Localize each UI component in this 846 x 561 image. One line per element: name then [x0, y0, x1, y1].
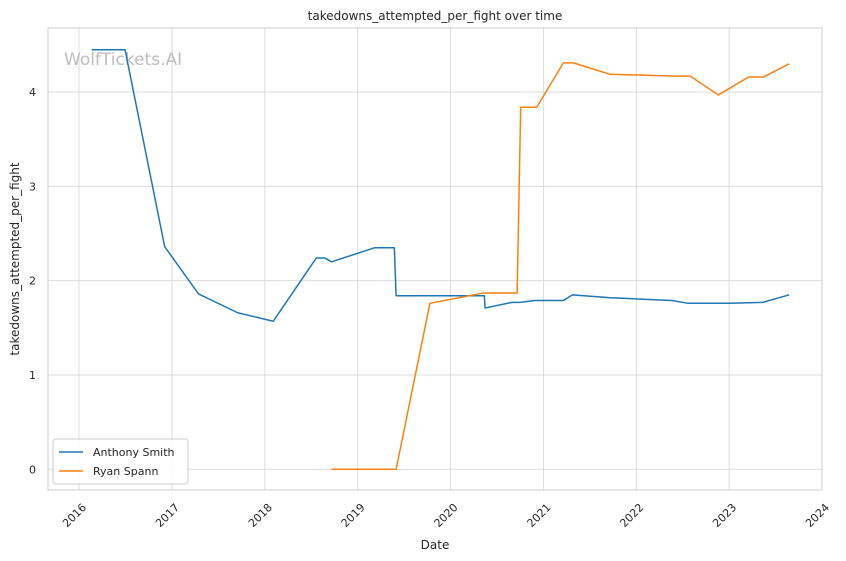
legend-label-anthony-smith: Anthony Smith [93, 446, 175, 459]
x-tick-label: 2020 [432, 501, 461, 530]
x-tick-label: 2016 [60, 501, 89, 530]
x-tick-label: 2021 [525, 501, 554, 530]
y-axis-title: takedowns_attempted_per_fight [8, 162, 22, 355]
y-axis-ticks: 0 1 2 3 4 [29, 86, 36, 476]
series-line-anthony-smith [91, 48, 790, 322]
y-tick-label: 3 [29, 180, 36, 193]
grid [48, 28, 823, 490]
series-line-ryan-spann [331, 62, 790, 471]
chart-title: takedowns_attempted_per_fight over time [308, 9, 563, 23]
y-tick-label: 1 [29, 369, 36, 382]
x-tick-label: 2023 [710, 501, 739, 530]
x-tick-label: 2019 [339, 501, 368, 530]
legend-label-ryan-spann: Ryan Spann [93, 465, 158, 478]
legend-box [52, 438, 189, 485]
legend: Anthony Smith Ryan Spann [52, 438, 189, 485]
y-tick-label: 2 [29, 275, 36, 288]
x-tick-label: 2018 [246, 501, 275, 530]
x-axis-title: Date [421, 538, 450, 552]
watermark: WolfTickets.AI [64, 50, 182, 70]
plot-frame [47, 27, 823, 491]
x-axis-ticks: 2016 2017 2018 2019 2020 2021 2022 2023 2024 [60, 501, 832, 530]
x-tick-label: 2024 [803, 501, 832, 530]
y-tick-label: 4 [29, 86, 36, 99]
series-layer [91, 48, 790, 471]
x-tick-label: 2022 [617, 501, 646, 530]
plot-background [48, 28, 822, 490]
x-tick-label: 2017 [153, 501, 182, 530]
y-tick-label: 0 [29, 463, 36, 476]
